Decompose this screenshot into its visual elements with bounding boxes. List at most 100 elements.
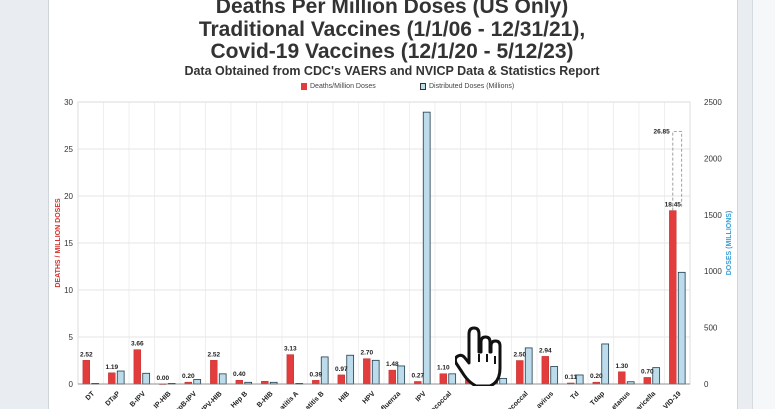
bar-doses [422,111,431,385]
bar-doses [397,365,406,385]
y-right-tick-label: 2000 [704,154,722,163]
y-left-tick-label: 5 [69,333,74,342]
hand-cursor-icon [455,326,502,386]
chart-source-line: Data Obtained from CDC's VAERS and NVICP… [184,64,600,78]
bar-doses [346,354,355,385]
data-label-deaths: 0.20 [182,373,195,380]
bar-doses [652,367,661,385]
bar-deaths [363,358,371,385]
bar-deaths [108,372,116,385]
bar-deaths [337,374,345,385]
data-label-deaths: 3.13 [284,346,297,353]
bar-deaths [643,377,651,385]
bar-deaths [82,360,90,385]
y-left-tick-label: 30 [64,98,73,107]
data-label-deaths: 1.48 [386,361,399,368]
bar-doses [116,370,125,385]
bar-deaths [439,373,447,385]
chart-legend: Deaths/Million Doses Distributed Doses (… [0,83,775,95]
y-right-tick-label: 2500 [704,98,722,107]
bar-deaths [235,380,243,385]
category-tick-label: Td [570,390,581,401]
category-tick-label: atitis B [304,390,325,409]
category-tick-label: aricella [635,390,657,409]
bar-deaths [210,360,218,385]
bar-deaths [133,349,141,385]
category-tick-label: IP-HIB [153,390,173,409]
annotation-label: 26.85 [654,129,671,136]
category-tick-label: Hep B [230,390,249,409]
y-left-tick-label: 20 [64,192,73,201]
legend-item-deaths: Deaths/Million Doses [301,83,376,90]
bar-doses [218,373,227,385]
data-label-deaths: 2.94 [539,347,552,354]
category-tick-label: Tdap [589,390,606,407]
data-label-deaths: 1.30 [615,363,628,370]
data-label-deaths: 2.52 [80,351,93,358]
data-label-deaths: 0.70 [641,368,654,375]
bar-deaths [312,380,320,385]
data-label-deaths: 2.52 [207,351,220,358]
data-label-deaths: 0.11 [565,374,578,381]
data-label-deaths: 1.19 [105,364,118,371]
bar-deaths [286,354,294,385]
category-tick-label: IPV [415,390,428,403]
legend-label-deaths: Deaths/Million Doses [310,83,376,90]
category-tick-label: DTaP [104,390,121,407]
bar-deaths [516,360,524,385]
bar-doses [575,374,584,385]
legend-swatch-doses [420,83,426,90]
y-right-tick-label: 0 [704,380,709,389]
bar-deaths [388,369,396,385]
y-right-tick-label: 1500 [704,211,722,220]
y-left-tick-label: 25 [64,145,73,154]
y-left-tick-label: 10 [64,286,73,295]
data-label-deaths: 0.97 [335,366,348,373]
data-label-deaths: 0.20 [590,373,603,380]
bar-deaths [669,210,677,385]
category-tick-label: HIB [338,390,351,403]
category-tick-label: etanus [611,390,632,409]
category-tick-label: atitis A [279,390,300,409]
category-tick-label: IPV-HIB [201,390,224,409]
category-tick-label: ococcal [430,390,453,409]
bar-doses [524,347,533,385]
bar-deaths [541,356,549,385]
chart-subtitle-line-1: Traditional Vaccines (1/1/06 - 12/31/21)… [198,18,586,41]
bar-doses [371,359,380,385]
chart-subtitle-line-2: Covid-19 Vaccines (12/1/20 - 5/12/23) [210,40,574,63]
category-tick-label: HepB-IPV [171,390,199,409]
category-tick-label: DT [85,390,97,402]
bar-doses [677,271,686,385]
category-tick-label: avirus [536,390,556,409]
category-tick-label: VID-19 [662,390,682,409]
y-right-tick-label: 500 [704,324,718,333]
data-label-deaths: 0.40 [233,371,246,378]
y-axis-right-label: DOSES (MILLIONS) [726,211,733,276]
category-tick-label: nfluenza [377,390,402,409]
category-tick-label: nococcal [503,390,529,409]
data-label-deaths: 2.50 [513,352,526,359]
data-label-deaths: 0.39 [309,371,322,378]
legend-swatch-deaths [301,83,307,90]
bar-doses [193,379,202,385]
bar-doses [550,366,559,385]
data-label-deaths: 2.70 [360,350,373,357]
category-tick-label: HPV [362,390,377,405]
category-tick-label: B-HIB [256,390,275,409]
window-edge [752,0,775,409]
y-axis-left-label: DEATHS / MILLION DOSES [55,198,62,288]
data-label-deaths: 1.10 [437,365,450,372]
legend-item-doses: Distributed Doses (Millions) [420,83,514,90]
data-label-deaths: 0.27 [411,372,424,379]
annotation-bracket [672,131,683,211]
y-left-tick-label: 0 [69,380,74,389]
bar-doses [142,372,151,385]
data-label-deaths: 3.66 [131,341,144,348]
chart-title: Deaths Per Million Doses (US Only) [215,0,569,18]
y-right-tick-label: 1000 [704,267,722,276]
data-label-deaths: 0.00 [156,375,169,382]
y-left-tick-label: 15 [64,239,73,248]
legend-label-doses: Distributed Doses (Millions) [429,83,515,90]
